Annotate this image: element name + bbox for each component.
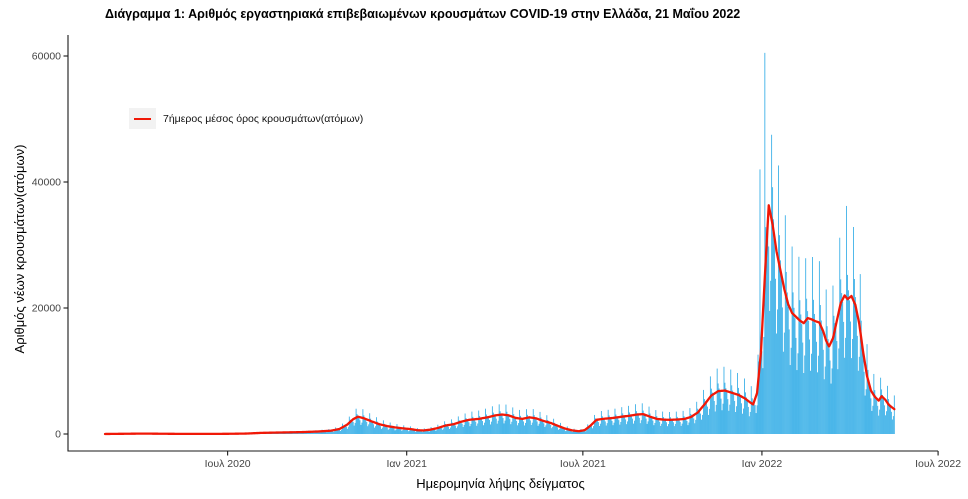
legend-label: 7ήμερος μέσος όρος κρουσμάτων(ατόμων) <box>163 112 364 125</box>
y-axis-ticks: 0 20000 40000 60000 <box>32 51 68 441</box>
x-tick-label: Ιουλ 2022 <box>915 458 961 470</box>
x-tick-label: Ιουλ 2020 <box>205 458 251 470</box>
daily-cases-bars <box>117 52 895 434</box>
y-axis-title: Αριθμός νέων κρουσμάτων(ατόμων) <box>12 144 27 354</box>
chart-title: Διάγραμμα 1: Αριθμός εργαστηριακά επιβεβ… <box>105 7 741 21</box>
x-axis-title: Ημερομηνία λήψης δείγματος <box>416 476 585 491</box>
axes <box>67 35 939 452</box>
y-tick-label: 60000 <box>32 51 61 63</box>
legend: 7ήμερος μέσος όρος κρουσμάτων(ατόμων) <box>129 108 363 129</box>
x-tick-label: Ιαν 2022 <box>742 458 783 470</box>
y-tick-label: 0 <box>55 429 61 441</box>
y-tick-label: 40000 <box>32 177 61 189</box>
legend-line-swatch-icon <box>134 117 151 120</box>
x-tick-label: Ιαν 2021 <box>386 458 427 470</box>
legend-key <box>129 108 156 129</box>
x-tick-label: Ιουλ 2021 <box>560 458 606 470</box>
x-axis-ticks: Ιουλ 2020 Ιαν 2021 Ιουλ 2021 Ιαν 2022 Ιουλ 2… <box>205 451 961 470</box>
seven-day-average-line <box>103 204 896 436</box>
y-tick-label: 20000 <box>32 303 61 315</box>
